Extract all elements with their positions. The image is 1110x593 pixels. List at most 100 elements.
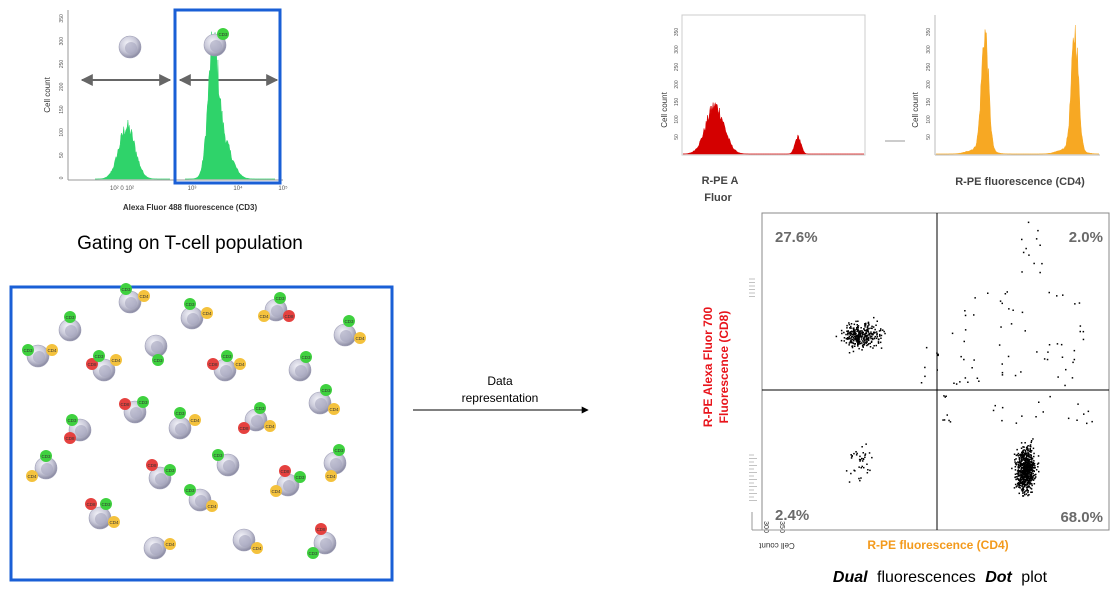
- dot: [863, 452, 865, 454]
- dot: [870, 331, 872, 333]
- cell-nucleus: [315, 398, 327, 410]
- dot: [841, 330, 843, 332]
- dot: [1023, 474, 1024, 476]
- dot: [1015, 458, 1017, 460]
- dot: [850, 339, 852, 341]
- cell-nucleus: [150, 543, 162, 555]
- dot: [849, 352, 851, 354]
- dot: [1030, 466, 1032, 468]
- arrow-label: representation: [462, 391, 539, 405]
- dot: [874, 329, 876, 331]
- dot: [1028, 222, 1030, 224]
- dot: [1018, 453, 1020, 455]
- dot: [1014, 487, 1016, 489]
- dot: [937, 369, 939, 371]
- dot: [1076, 420, 1078, 422]
- dot: [1024, 460, 1026, 462]
- marker-label: CD8: [65, 436, 74, 441]
- dot: [856, 338, 858, 340]
- dot: [1028, 254, 1030, 256]
- marker-label: CD3: [165, 468, 174, 473]
- dot: [1019, 467, 1021, 469]
- dot: [1031, 465, 1033, 467]
- cell: CD3: [145, 335, 167, 366]
- dot: [1034, 483, 1036, 485]
- x-tick-label: 10³: [188, 186, 197, 192]
- dot: [987, 293, 989, 295]
- dot: [1029, 451, 1031, 453]
- dot: [1032, 438, 1034, 440]
- dot: [1029, 486, 1031, 488]
- dot: [993, 410, 995, 412]
- dot: [1024, 476, 1026, 478]
- dot: [881, 335, 883, 337]
- dot: [1049, 292, 1051, 294]
- dot: [1032, 473, 1034, 475]
- dot: [875, 325, 877, 327]
- marker-label: CD4: [355, 336, 364, 341]
- dot: [874, 332, 876, 334]
- dot: [1035, 476, 1037, 478]
- dot: [1029, 456, 1031, 458]
- dot: [924, 367, 926, 369]
- dot: [1026, 486, 1028, 488]
- dot: [1023, 446, 1025, 448]
- dot: [1024, 454, 1026, 456]
- dot: [1026, 477, 1028, 479]
- dot: [1015, 375, 1017, 377]
- dot: [864, 455, 866, 457]
- dot: [1002, 303, 1004, 305]
- dot: [1029, 478, 1031, 480]
- dot: [1033, 263, 1035, 265]
- dot: [1065, 369, 1067, 371]
- cell-nucleus: [75, 425, 87, 437]
- cell-nucleus: [95, 513, 107, 525]
- dot: [971, 367, 973, 369]
- corner-label: Cell count: [758, 541, 794, 550]
- dot: [1027, 450, 1029, 452]
- dot: [1002, 407, 1004, 409]
- x-tick-label: 10⁴: [233, 185, 243, 192]
- dot: [852, 347, 854, 349]
- dot: [1030, 454, 1032, 456]
- dot: [1024, 453, 1026, 455]
- y-tick-label: 350: [926, 28, 932, 37]
- dot: [863, 341, 865, 343]
- dot: [878, 341, 880, 343]
- dot: [1011, 468, 1013, 470]
- cell-nucleus: [130, 407, 142, 419]
- dot: [857, 327, 859, 329]
- y-tick-label: 50: [59, 152, 65, 158]
- dot: [853, 328, 855, 330]
- dot: [1062, 294, 1064, 296]
- dot: [1068, 418, 1070, 420]
- dot: [1039, 245, 1041, 247]
- y-tick-label: 150: [59, 105, 65, 114]
- dot: [1002, 372, 1004, 374]
- dot: [964, 310, 966, 312]
- histogram: [185, 32, 275, 179]
- dot: [857, 330, 859, 332]
- dot: [850, 326, 852, 328]
- marker-label: CD4: [165, 542, 174, 547]
- dot: [1036, 351, 1038, 353]
- dot: [1001, 420, 1003, 422]
- marker-label: CD3: [321, 388, 330, 393]
- cell: CD3: [212, 449, 239, 476]
- dot: [858, 348, 860, 350]
- dot: [1008, 356, 1010, 358]
- dot: [865, 342, 867, 344]
- dot: [1021, 448, 1023, 450]
- dot: [1018, 487, 1020, 489]
- dot: [880, 328, 882, 330]
- dot: [874, 338, 876, 340]
- quadrant-label: 2.0%: [1069, 229, 1103, 246]
- dot: [1035, 474, 1037, 476]
- dot: [1030, 492, 1032, 494]
- marker-label: CD8: [87, 362, 96, 367]
- dot: [1022, 492, 1024, 494]
- dot: [1018, 462, 1020, 464]
